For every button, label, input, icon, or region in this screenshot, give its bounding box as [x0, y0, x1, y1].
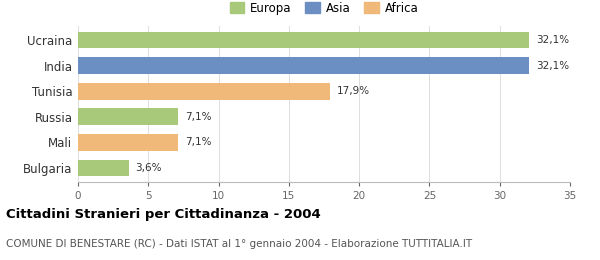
Text: 17,9%: 17,9% — [337, 86, 370, 96]
Text: 7,1%: 7,1% — [185, 137, 211, 147]
Bar — [78, 160, 128, 176]
Text: 3,6%: 3,6% — [136, 163, 162, 173]
Bar — [78, 32, 529, 48]
Text: 32,1%: 32,1% — [536, 61, 569, 71]
Text: 32,1%: 32,1% — [536, 35, 569, 45]
Text: Cittadini Stranieri per Cittadinanza - 2004: Cittadini Stranieri per Cittadinanza - 2… — [6, 208, 321, 221]
Text: 7,1%: 7,1% — [185, 112, 211, 122]
Bar — [78, 108, 178, 125]
Bar — [78, 57, 529, 74]
Bar — [78, 83, 329, 100]
Bar — [78, 134, 178, 151]
Text: COMUNE DI BENESTARE (RC) - Dati ISTAT al 1° gennaio 2004 - Elaborazione TUTTITAL: COMUNE DI BENESTARE (RC) - Dati ISTAT al… — [6, 239, 472, 249]
Legend: Europa, Asia, Africa: Europa, Asia, Africa — [227, 0, 421, 17]
